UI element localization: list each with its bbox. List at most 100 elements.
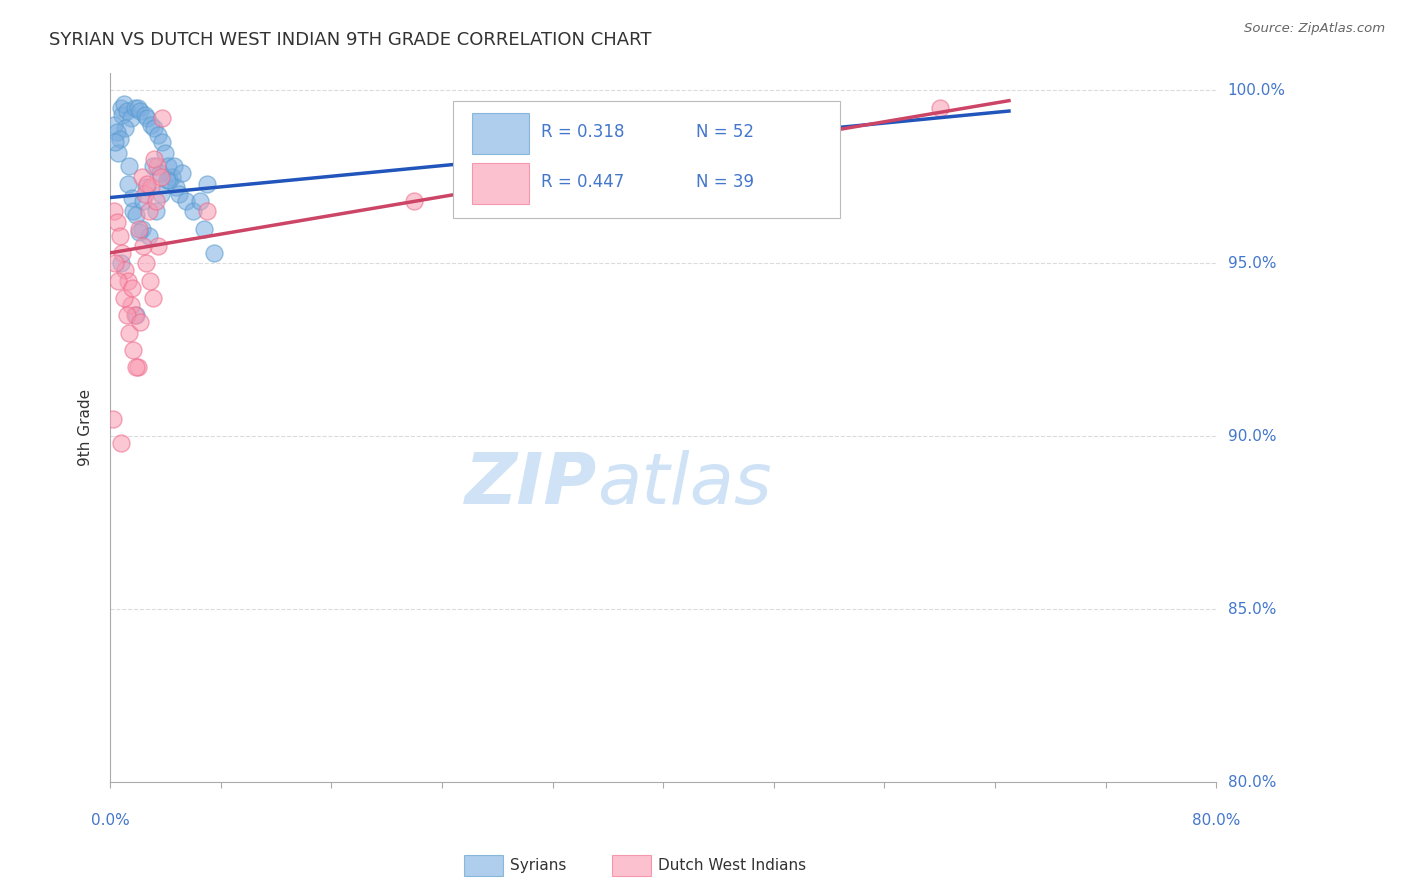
- Point: [139, 274, 162, 288]
- Point: [129, 103, 152, 118]
- Text: 80.0%: 80.0%: [1192, 813, 1240, 828]
- Point: [181, 204, 204, 219]
- Text: Source: ZipAtlas.com: Source: ZipAtlas.com: [1244, 22, 1385, 36]
- Point: [136, 111, 159, 125]
- Point: [108, 132, 131, 146]
- Point: [132, 194, 155, 208]
- Point: [157, 160, 180, 174]
- Point: [136, 177, 159, 191]
- Point: [122, 343, 145, 357]
- Point: [101, 412, 124, 426]
- Point: [112, 291, 135, 305]
- Text: Syrians: Syrians: [510, 858, 567, 872]
- Text: N = 39: N = 39: [696, 173, 755, 191]
- Point: [107, 274, 129, 288]
- Point: [141, 118, 163, 132]
- Point: [128, 225, 150, 239]
- Text: 95.0%: 95.0%: [1227, 256, 1277, 271]
- Point: [188, 194, 211, 208]
- Point: [157, 173, 180, 187]
- Point: [117, 177, 139, 191]
- Point: [115, 308, 138, 322]
- Point: [146, 160, 169, 174]
- Text: 90.0%: 90.0%: [1227, 429, 1277, 444]
- Point: [143, 153, 166, 167]
- Point: [149, 166, 172, 180]
- Point: [118, 160, 141, 174]
- Point: [195, 204, 218, 219]
- Point: [112, 97, 135, 112]
- Text: R = 0.318: R = 0.318: [541, 123, 626, 142]
- Point: [105, 215, 128, 229]
- Point: [155, 145, 177, 160]
- Point: [145, 204, 167, 219]
- Text: SYRIAN VS DUTCH WEST INDIAN 9TH GRADE CORRELATION CHART: SYRIAN VS DUTCH WEST INDIAN 9TH GRADE CO…: [49, 31, 652, 49]
- Point: [122, 204, 145, 219]
- Point: [125, 308, 148, 322]
- Point: [131, 221, 153, 235]
- Point: [624, 111, 647, 125]
- Point: [114, 121, 136, 136]
- Point: [162, 160, 184, 174]
- Point: [143, 121, 166, 136]
- Point: [404, 194, 426, 208]
- Point: [103, 204, 125, 219]
- Point: [124, 101, 146, 115]
- Point: [127, 360, 149, 375]
- Text: atlas: atlas: [596, 450, 772, 519]
- Text: ZIP: ZIP: [464, 450, 596, 519]
- Point: [135, 180, 157, 194]
- Point: [104, 256, 127, 270]
- Point: [108, 228, 131, 243]
- Point: [150, 187, 173, 202]
- Point: [148, 239, 170, 253]
- Point: [174, 194, 197, 208]
- Point: [156, 173, 179, 187]
- Point: [118, 326, 141, 340]
- Point: [110, 436, 132, 450]
- Point: [134, 107, 156, 121]
- Point: [105, 125, 128, 139]
- Point: [195, 177, 218, 191]
- Point: [125, 360, 148, 375]
- Point: [142, 291, 165, 305]
- Text: 0.0%: 0.0%: [90, 813, 129, 828]
- Point: [138, 228, 160, 243]
- Point: [145, 194, 167, 208]
- Text: 100.0%: 100.0%: [1227, 83, 1285, 98]
- Text: 80.0%: 80.0%: [1227, 775, 1275, 790]
- Point: [193, 221, 215, 235]
- Point: [132, 239, 155, 253]
- Text: R = 0.447: R = 0.447: [541, 173, 624, 191]
- Point: [120, 111, 142, 125]
- Point: [110, 101, 132, 115]
- Point: [131, 169, 153, 184]
- Point: [167, 187, 190, 202]
- Point: [165, 180, 187, 194]
- Point: [111, 107, 134, 121]
- FancyBboxPatch shape: [472, 113, 529, 154]
- Point: [125, 208, 148, 222]
- Point: [111, 246, 134, 260]
- Text: 85.0%: 85.0%: [1227, 602, 1275, 617]
- FancyBboxPatch shape: [453, 102, 841, 219]
- Point: [110, 256, 132, 270]
- Point: [135, 256, 157, 270]
- Point: [152, 111, 174, 125]
- Point: [134, 187, 156, 202]
- Y-axis label: 9th Grade: 9th Grade: [79, 389, 93, 467]
- Point: [128, 221, 150, 235]
- Point: [148, 128, 170, 143]
- Point: [160, 169, 183, 184]
- Point: [141, 180, 163, 194]
- Point: [121, 280, 143, 294]
- Text: N = 52: N = 52: [696, 123, 755, 142]
- Point: [150, 169, 173, 184]
- Point: [202, 246, 225, 260]
- Point: [103, 118, 125, 132]
- Text: Dutch West Indians: Dutch West Indians: [658, 858, 806, 872]
- Point: [104, 135, 127, 149]
- Point: [142, 160, 165, 174]
- Point: [127, 101, 149, 115]
- Point: [115, 103, 138, 118]
